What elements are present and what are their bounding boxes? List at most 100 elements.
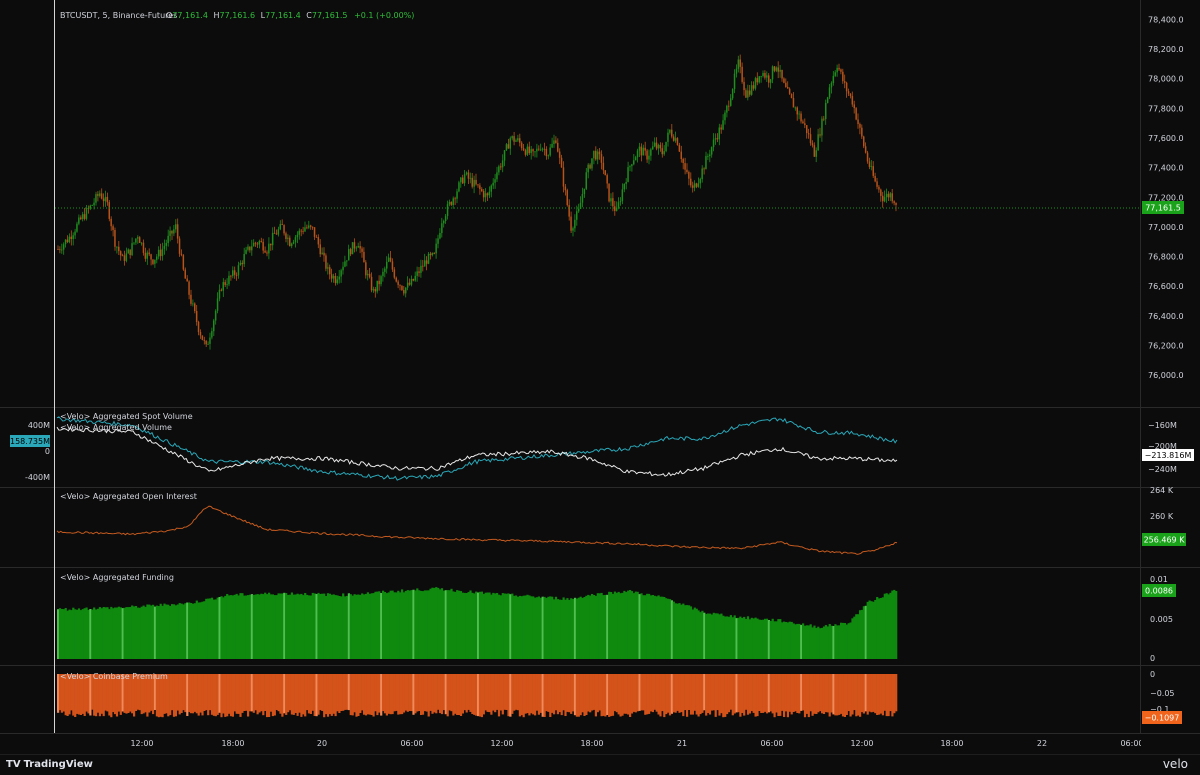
candle-body [760, 76, 762, 77]
right-tick-200m: −200M [1148, 442, 1177, 451]
candle-body [446, 204, 449, 216]
funding-bar [66, 610, 69, 659]
premium-bar [171, 674, 174, 711]
candle-body [100, 193, 103, 199]
premium-bar [155, 674, 158, 717]
premium-bar [169, 674, 172, 716]
funding-bar [733, 615, 736, 659]
premium-bar [537, 674, 540, 715]
premium-bar [382, 674, 385, 712]
candle-body [817, 134, 819, 151]
funding-bar [746, 616, 750, 659]
premium-bar [840, 674, 843, 714]
candle-body [133, 242, 135, 244]
candle-body [847, 91, 850, 94]
candle-body [161, 248, 164, 257]
premium-bar [830, 674, 833, 713]
candle-body [739, 59, 741, 67]
funding-bar [258, 594, 261, 659]
candle-body [712, 139, 715, 148]
candle-body [830, 82, 833, 88]
premium-bar [733, 674, 736, 714]
funding-bar [684, 605, 687, 659]
premium-bar [374, 674, 377, 712]
price-axis[interactable]: 78,400.0 78,200.0 78,000.0 77,800.0 77,600.0… [1148, 15, 1184, 380]
candle-body [788, 88, 791, 94]
candle-body [264, 250, 266, 253]
premium-bar [76, 674, 79, 714]
funding-bar [893, 589, 896, 659]
premium-bar [678, 674, 681, 713]
candle-body [880, 189, 882, 196]
candle-body [813, 145, 816, 157]
price-pane[interactable]: 78,400.0 78,200.0 78,000.0 77,800.0 77,600.0… [55, 11, 1184, 380]
premium-bar [271, 674, 274, 717]
funding-bar [216, 597, 219, 659]
funding-bar [311, 592, 314, 659]
premium-bar [245, 674, 248, 711]
premium-bar [456, 674, 459, 715]
funding-bar [203, 601, 206, 659]
premium-bar [235, 674, 238, 714]
price-tick: 77,800.0 [1148, 104, 1184, 113]
funding-bar [306, 594, 309, 659]
funding-bar [74, 609, 77, 659]
funding-bar [224, 595, 227, 659]
candle-body [735, 68, 738, 74]
funding-bar [515, 595, 518, 659]
premium-bar [860, 674, 864, 713]
candle-body [169, 230, 171, 236]
candle-body [678, 145, 681, 152]
candle-body [577, 208, 580, 212]
candle-body [509, 138, 511, 149]
premium-bar [545, 674, 548, 712]
funding-bar [313, 593, 316, 659]
premium-bar [767, 674, 770, 713]
candle-body [864, 146, 867, 153]
premium-bar [554, 674, 558, 711]
funding-bar [809, 624, 812, 659]
candle-body [669, 129, 671, 133]
funding-bar [553, 599, 556, 659]
volume-pane[interactable]: <Velo> Aggregated Spot Volume <Velo> Agg… [10, 412, 1194, 482]
funding-bar [340, 596, 343, 659]
premium-bar [123, 674, 126, 713]
tradingview-logo[interactable]: 𝗧𝗩 TradingView [6, 759, 93, 770]
funding-bar [319, 594, 322, 659]
funding-bar [161, 605, 164, 659]
candle-body [91, 205, 93, 206]
funding-bar [336, 595, 339, 659]
candle-body [315, 237, 318, 238]
candle-body [484, 193, 487, 198]
candle-body [99, 193, 101, 196]
candle-body [705, 156, 707, 170]
funding-bar [577, 597, 580, 659]
funding-bar [252, 594, 255, 659]
time-tick: 22 [1037, 739, 1047, 748]
candle-body [661, 148, 663, 155]
premium-bar [629, 674, 632, 717]
funding-bar [167, 604, 170, 659]
candle-body [357, 246, 359, 248]
svg-text:158.735M: 158.735M [10, 437, 50, 446]
funding-bar [587, 594, 590, 659]
candle-body [811, 143, 814, 146]
coinbase-premium-pane[interactable]: <Velo> Coinbase Premium 0 −0.05 −0.1 −0.… [57, 670, 1182, 724]
premium-bar [351, 674, 354, 716]
premium-bar [714, 674, 717, 717]
time-axis[interactable]: 12:00 18:00 20 06:00 12:00 18:00 21 06:00 12:00 1… [130, 739, 1143, 748]
open-interest-pane[interactable]: <Velo> Aggregated Open Interest 264 K 26… [56, 486, 1186, 555]
premium-tick-0.1: −0.1 [1150, 705, 1169, 714]
candle-body [619, 201, 622, 203]
premium-bar [91, 674, 94, 710]
funding-bar [518, 595, 521, 659]
candle-body [192, 303, 194, 305]
candle-body [76, 223, 78, 232]
candle-body [532, 149, 534, 152]
funding-pane[interactable]: <Velo> Aggregated Funding 0.01 0.005 0 0… [57, 573, 1176, 663]
candle-body [596, 151, 599, 160]
premium-bar [558, 674, 561, 713]
premium-bar [285, 674, 288, 715]
oi-tick-264k: 264 K [1150, 486, 1174, 495]
